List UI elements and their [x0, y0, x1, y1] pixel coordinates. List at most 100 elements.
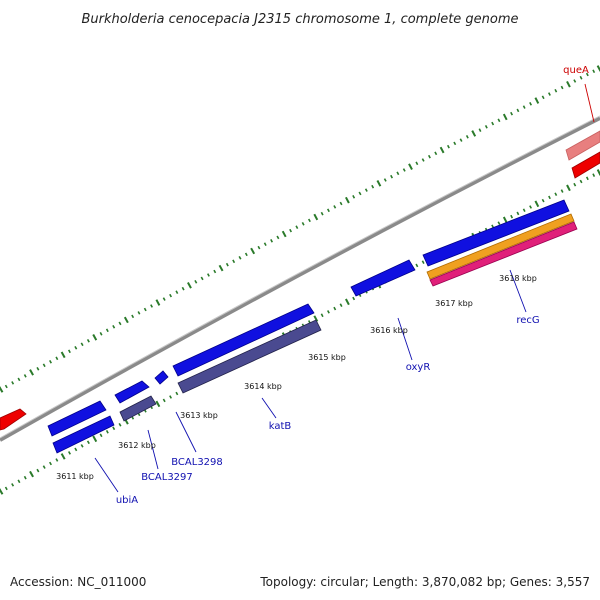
outer-tick-mark [36, 367, 40, 371]
gene-ubiA-feature[interactable] [47, 400, 115, 454]
gene-label-BCAL3297[interactable]: BCAL3297 [141, 472, 193, 483]
outer-tick-mark [529, 102, 533, 106]
genome-backbone [0, 116, 600, 442]
outer-tick-mark [484, 125, 488, 129]
outer-tick-mark [415, 161, 419, 166]
outer-tick-mark [352, 195, 356, 199]
inner-tick-mark [415, 263, 419, 268]
gene-katB-feature[interactable] [172, 303, 322, 394]
outer-tick-mark [99, 332, 103, 336]
inner-tick-mark [42, 465, 46, 469]
gene-recG-feature[interactable] [422, 199, 578, 287]
outer-tick-mark [396, 171, 400, 176]
inner-tick-mark [339, 303, 343, 307]
gene-label-BCAL3298[interactable]: BCAL3298 [171, 457, 223, 468]
inner-tick-mark [23, 475, 27, 480]
outer-tick-mark [390, 174, 394, 179]
outer-tick-mark [497, 118, 501, 123]
inner-tick-mark [118, 423, 122, 427]
inner-tick-mark [566, 184, 571, 192]
tick-label-3611: 3611 kbp [56, 472, 94, 481]
outer-tick-mark [194, 280, 198, 284]
outer-tick-mark [371, 184, 375, 189]
inner-tick-mark [522, 208, 526, 212]
outer-tick-mark [560, 85, 564, 90]
outer-tick-mark [74, 346, 78, 350]
outer-tick-mark [0, 386, 4, 393]
gene-label-oxyR[interactable]: oxyR [406, 362, 431, 373]
inner-tick-mark [36, 468, 40, 473]
outer-tick-mark [225, 262, 229, 267]
outer-tick-mark [459, 138, 463, 142]
outer-tick-mark [150, 304, 154, 308]
outer-tick-mark [244, 252, 248, 257]
gene-label-recG[interactable]: recG [516, 315, 539, 326]
tick-label-3613: 3613 kbp [180, 411, 218, 420]
inner-tick-mark [313, 315, 319, 322]
outer-tick-mark [573, 79, 577, 83]
outer-tick-mark [376, 180, 382, 187]
inner-tick-mark [4, 486, 8, 491]
left-edge-red-feature[interactable] [0, 408, 27, 431]
outer-tick-mark [60, 351, 66, 359]
gene-label-ubiA[interactable]: ubiA [116, 495, 138, 506]
tick-label-3614: 3614 kbp [244, 382, 282, 391]
inner-tick-mark [421, 260, 425, 264]
outer-tick-mark [155, 299, 161, 306]
accession-label: Accession: NC_011000 [10, 575, 146, 589]
outer-tick-mark [592, 69, 596, 74]
inner-tick-mark [11, 483, 15, 487]
inner-tick-mark [516, 211, 520, 216]
inner-tick-mark [502, 216, 508, 224]
outer-tick-mark [112, 325, 116, 329]
gene-label-queA[interactable]: queA [563, 65, 589, 76]
outer-tick-mark [478, 128, 482, 132]
gene-oxyR-feature[interactable] [350, 259, 416, 297]
gene-BCAL3297-feature[interactable] [114, 380, 157, 422]
genome-backbone-highlight [0, 115, 600, 439]
outer-tick-mark [313, 213, 319, 221]
tick-label-3617: 3617 kbp [435, 299, 473, 308]
outer-tick-mark [49, 360, 52, 364]
outer-tick-mark [345, 196, 350, 204]
outer-tick-mark [105, 328, 109, 333]
inner-tick-mark [169, 395, 173, 399]
outer-tick-mark [4, 384, 8, 389]
inner-tick-mark [510, 214, 514, 219]
gene-label-katB[interactable]: katB [269, 421, 292, 432]
outer-tick-mark [175, 290, 179, 294]
outer-tick-mark [446, 144, 450, 149]
outer-tick-mark [238, 256, 242, 260]
outer-tick-mark [257, 245, 261, 250]
gene-queA-feature[interactable] [565, 130, 600, 179]
inner-tick-mark [29, 470, 34, 478]
outer-tick-mark [326, 208, 330, 213]
outer-tick-mark [516, 108, 520, 113]
inner-tick-mark [326, 310, 330, 314]
outer-tick-mark [29, 369, 34, 376]
inner-tick-mark [548, 195, 551, 200]
outer-tick-mark [42, 363, 46, 368]
outer-tick-mark [534, 97, 540, 104]
inner-tick-mark [352, 296, 356, 301]
outer-tick-mark [143, 307, 147, 312]
outer-tick-mark [465, 135, 469, 139]
outer-tick-mark [276, 235, 280, 240]
outer-tick-mark [181, 286, 185, 291]
outer-tick-mark [358, 191, 362, 196]
outer-tick-mark [137, 311, 141, 315]
outer-tick-ring [0, 65, 600, 393]
outer-tick-mark [281, 230, 287, 238]
outer-tick-mark [218, 264, 224, 272]
inner-tick-mark [345, 298, 350, 306]
outer-tick-mark [402, 168, 406, 172]
tick-label-3618: 3618 kbp [499, 274, 537, 283]
gene-BCAL3298-feature[interactable] [154, 370, 169, 385]
outer-tick-mark [118, 321, 122, 326]
outer-tick-mark [541, 95, 545, 100]
inner-tick-mark [55, 458, 59, 462]
outer-tick-mark [17, 377, 21, 382]
outer-tick-mark [471, 130, 477, 137]
outer-tick-mark [263, 242, 267, 246]
